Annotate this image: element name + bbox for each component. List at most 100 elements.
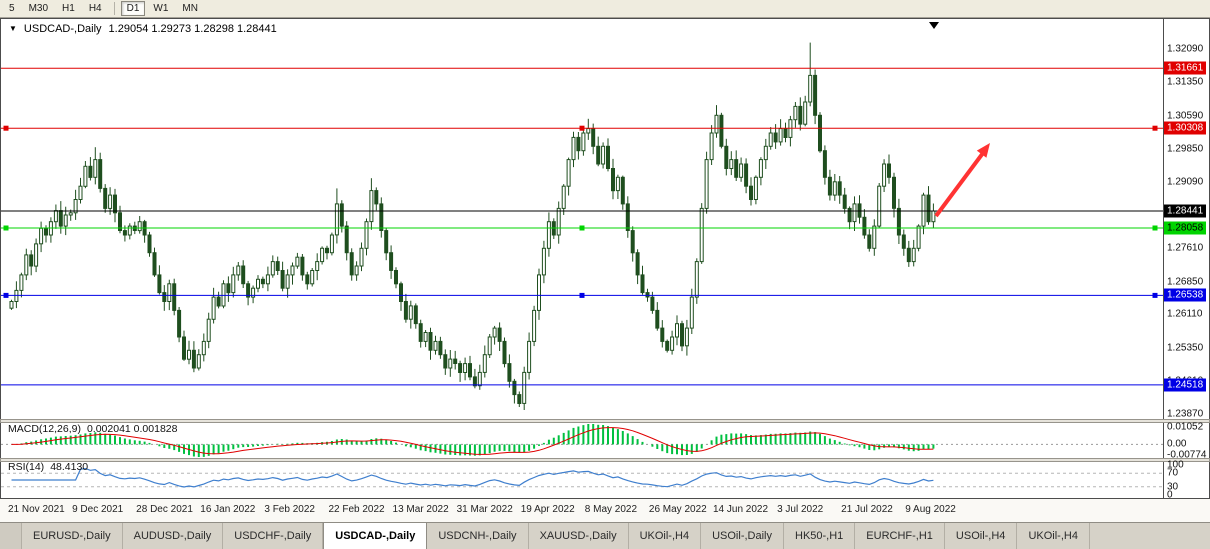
candle-body — [734, 159, 739, 178]
candle-body — [537, 274, 541, 311]
candle-body — [901, 234, 906, 249]
timeframe-toolbar: 5 M30 H1 H4 D1 W1 MN — [0, 0, 1210, 18]
time-axis-label: 26 May 2022 — [648, 504, 707, 515]
time-axis-label: 13 Mar 2022 — [392, 504, 449, 515]
timeframe-button-m30[interactable]: M30 — [28, 3, 49, 14]
tab-audusd-daily[interactable]: AUDUSD-,Daily — [123, 523, 224, 549]
chart-tab-bar: EURUSD-,Daily AUDUSD-,Daily USDCHF-,Daily U… — [0, 522, 1210, 549]
trend-arrow-head[interactable] — [976, 143, 990, 158]
chart-shift-marker[interactable] — [929, 22, 939, 29]
candle-body — [453, 358, 458, 365]
candle-body — [187, 349, 191, 360]
candle-body — [926, 194, 931, 223]
time-axis-label: 14 Jun 2022 — [712, 504, 769, 515]
timeframe-button-h1[interactable]: H1 — [62, 3, 75, 14]
time-axis-label: 9 Dec 2021 — [72, 504, 124, 515]
candle-body — [640, 274, 645, 294]
candle-body — [808, 74, 813, 103]
candle-body — [24, 254, 29, 276]
time-axis-label: 16 Jan 2022 — [200, 504, 256, 515]
candle-body — [433, 340, 438, 351]
candle-body — [246, 283, 251, 298]
candle-body — [660, 327, 665, 342]
candle-body — [58, 210, 63, 227]
hline-handle[interactable] — [3, 125, 9, 131]
candle-body — [177, 309, 182, 338]
tab-hk50-h1[interactable]: HK50-,H1 — [784, 523, 856, 549]
candle-body — [842, 194, 847, 209]
candle-body — [14, 289, 19, 302]
candle-body — [689, 296, 694, 329]
macd-signal-line — [11, 427, 934, 455]
candle-body — [93, 159, 98, 178]
tab-eurusd-daily[interactable]: EURUSD-,Daily — [22, 523, 123, 549]
candle-body — [670, 336, 675, 351]
tab-xauusd-daily[interactable]: XAUUSD-,Daily — [529, 523, 629, 549]
candle-body — [818, 114, 822, 152]
tab-usoil-h4[interactable]: USOil-,H4 — [945, 523, 1018, 549]
candle-body — [532, 309, 537, 342]
hline-handle[interactable] — [1152, 292, 1158, 298]
candle-body — [827, 176, 832, 196]
hline-handle[interactable] — [579, 292, 585, 298]
timeframe-button-w1[interactable]: W1 — [153, 3, 169, 14]
tab-usoil-daily[interactable]: USOil-,Daily — [701, 523, 784, 549]
toolbar-separator — [113, 2, 115, 15]
hline-handle[interactable] — [3, 292, 9, 298]
candle-body — [399, 283, 403, 302]
candle-body — [88, 165, 93, 178]
candle-body — [196, 354, 201, 369]
candle-body — [182, 336, 186, 360]
tab-usdcnh-daily[interactable]: USDCNH-,Daily — [427, 523, 529, 549]
tab-ukoil-h4[interactable]: UKOil-,H4 — [1017, 523, 1090, 549]
rsi-indicator-value: 48.4130 — [50, 461, 89, 473]
candle-body — [300, 256, 305, 276]
candle-body — [586, 128, 591, 134]
candle-body — [724, 145, 729, 170]
timeframe-button-h4[interactable]: H4 — [88, 3, 102, 14]
panel-separator-macd[interactable] — [0, 419, 1210, 423]
tab-usdchf-daily[interactable]: USDCHF-,Daily — [223, 523, 324, 549]
panel-separator-rsi[interactable] — [0, 458, 1210, 462]
hline-handle[interactable] — [1152, 125, 1158, 131]
tab-ukoil-h4[interactable]: UKOil-,H4 — [629, 523, 702, 549]
candle-body — [576, 136, 581, 152]
tab-eurchf-h1[interactable]: EURCHF-,H1 — [855, 523, 945, 549]
tab-usdcad-daily[interactable]: USDCAD-,Daily — [323, 523, 428, 549]
timeframe-button-mn[interactable]: MN — [182, 3, 198, 14]
hline-handle[interactable] — [579, 125, 585, 131]
time-axis-label: 3 Feb 2022 — [264, 504, 315, 515]
candle-body — [83, 165, 88, 187]
macd-indicator-label: MACD(12,26,9) 0.002041 0.001828 — [8, 423, 177, 435]
timeframe-button-d1[interactable]: D1 — [120, 1, 146, 16]
candle-body — [103, 187, 108, 209]
candle-body — [344, 225, 349, 254]
time-axis: 21 Nov 2021 9 Dec 2021 28 Dec 2021 16 Jan 2… — [0, 499, 1210, 522]
tab-scroll-button[interactable] — [0, 523, 22, 549]
candle-body — [477, 371, 482, 387]
hline-handle[interactable] — [3, 225, 9, 231]
candle-body — [251, 287, 256, 298]
candle-body — [236, 265, 241, 276]
candle-body — [191, 349, 196, 369]
candle-body — [201, 340, 206, 356]
candle-body — [265, 274, 270, 285]
candle-body — [906, 247, 911, 263]
candle-body — [325, 247, 329, 254]
candle-body — [502, 340, 507, 365]
candle-body — [714, 114, 719, 134]
candle-body — [260, 278, 265, 285]
candle-body — [596, 145, 601, 165]
hline-handle[interactable] — [579, 225, 585, 231]
candle-body — [152, 252, 157, 276]
candle-body — [113, 194, 117, 214]
candle-body — [813, 74, 818, 116]
candle-body — [753, 176, 758, 201]
trend-arrow-shaft[interactable] — [934, 151, 985, 218]
candle-body — [832, 181, 837, 196]
hline-handle[interactable] — [1152, 225, 1158, 231]
timeframe-button-5[interactable]: 5 — [9, 3, 15, 14]
candle-body — [546, 221, 551, 249]
time-axis-label: 3 Jul 2022 — [777, 504, 824, 515]
